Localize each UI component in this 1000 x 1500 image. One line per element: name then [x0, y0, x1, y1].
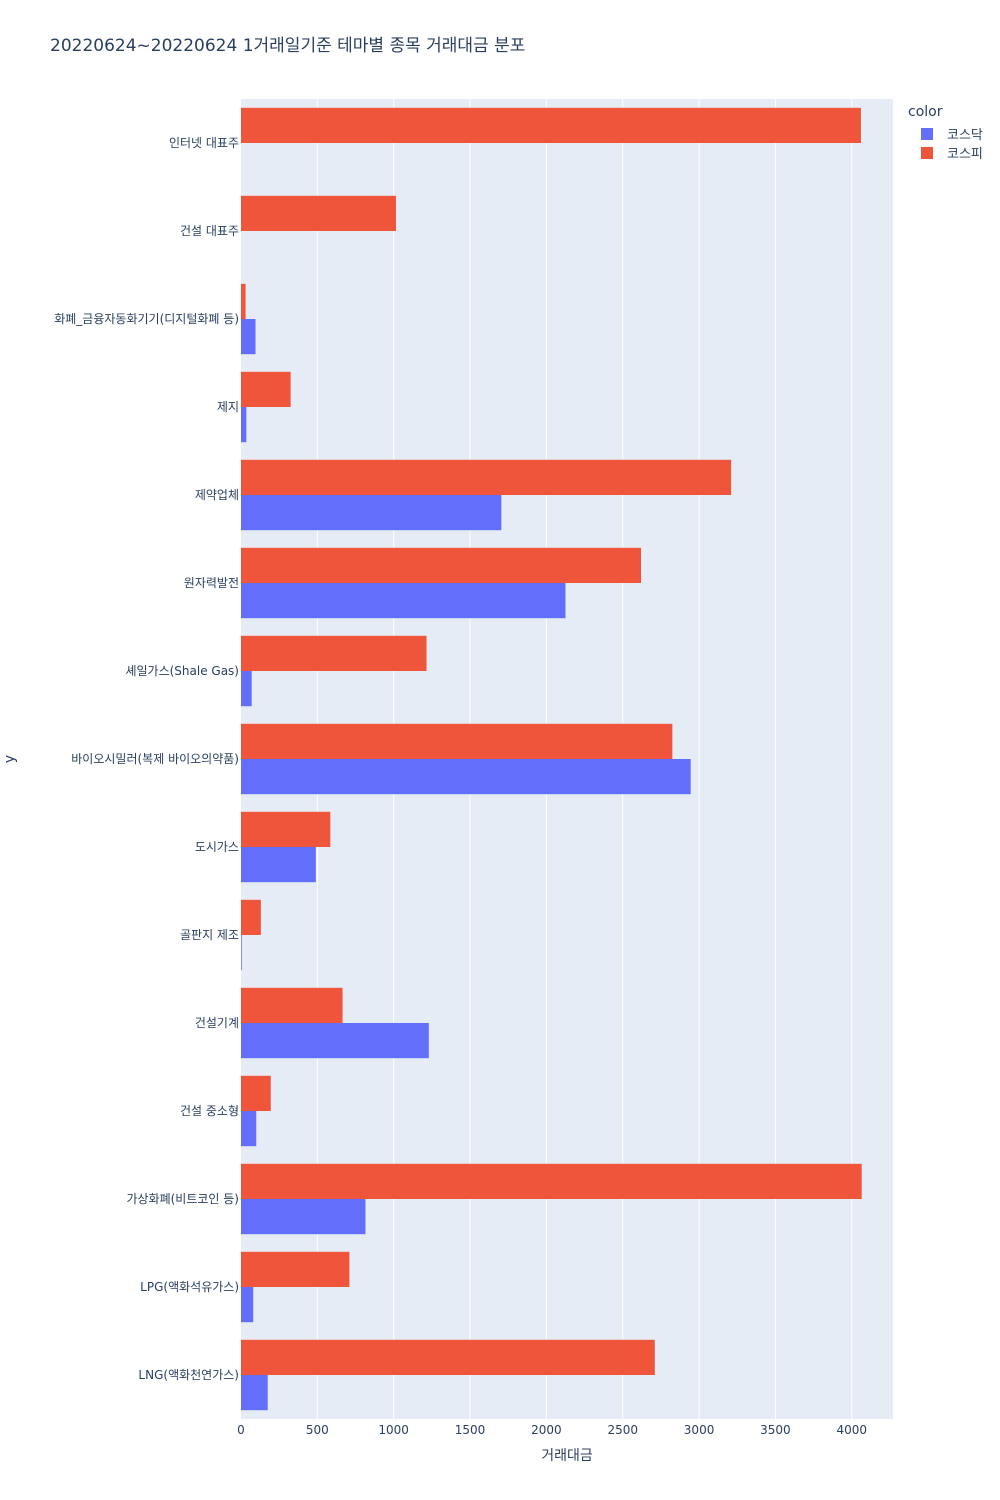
x-tick-label: 4000: [836, 1423, 867, 1437]
y-tick-label: 제약업체: [195, 487, 239, 502]
x-tick-label: 3000: [684, 1423, 715, 1437]
bars: [241, 107, 862, 1411]
bar-kospi[interactable]: [241, 811, 331, 847]
legend-item-kosdaq[interactable]: 코스닥: [908, 124, 983, 143]
bar-kosdaq[interactable]: [241, 495, 502, 531]
chart-title: 20220624~20220624 1거래일기준 테마별 종목 거래대금 분포: [50, 36, 526, 56]
bar-kosdaq[interactable]: [241, 1287, 254, 1323]
x-tick-label: 2000: [531, 1423, 562, 1437]
bar-kospi[interactable]: [241, 1075, 271, 1111]
bar-kospi[interactable]: [241, 195, 396, 231]
bar-kospi[interactable]: [241, 723, 673, 759]
y-tick-label: 인터넷 대표주: [169, 136, 239, 150]
x-tick-label: 1500: [455, 1423, 486, 1437]
x-tick-label: 0: [237, 1423, 245, 1437]
y-tick-label: 건설기계: [195, 1016, 239, 1030]
y-tick-label: 건설 대표주: [180, 224, 239, 238]
y-tick-label: 가상화폐(비트코인 등): [126, 1192, 239, 1206]
bar-kosdaq[interactable]: [241, 1111, 257, 1147]
y-tick-label: 골판지 제조: [180, 928, 239, 942]
legend-swatch-kosdaq: [921, 127, 933, 140]
bar-kospi[interactable]: [241, 547, 642, 583]
y-tick-label: 건설 중소형: [180, 1104, 239, 1118]
x-tick-labels: 0 500 1000 1500 2000 2500 3000 3500 4000: [237, 1423, 867, 1437]
bar-kosdaq[interactable]: [241, 319, 256, 355]
y-tick-label: 바이오시밀러(복제 바이오의약품): [71, 751, 239, 766]
y-tick-label: 화폐_금융자동화기기(디지털화폐 등): [54, 312, 239, 326]
bar-kospi[interactable]: [241, 107, 861, 143]
y-tick-label: 원자력발전: [184, 576, 239, 590]
x-tick-label: 500: [306, 1423, 329, 1437]
y-tick-label: 제지: [217, 400, 239, 414]
y-tick-label: 도시가스: [195, 840, 239, 854]
bar-kosdaq[interactable]: [241, 759, 691, 795]
bar-kospi[interactable]: [241, 459, 732, 495]
bar-kosdaq[interactable]: [241, 671, 252, 707]
y-tick-label: 셰일가스(Shale Gas): [125, 664, 239, 678]
bar-kospi[interactable]: [241, 1339, 655, 1375]
bar-kospi[interactable]: [241, 1163, 862, 1199]
bar-kospi[interactable]: [241, 1251, 350, 1287]
y-axis-title: y: [2, 755, 18, 763]
y-tick-label: LNG(액화천연가스): [138, 1367, 239, 1382]
bar-kospi[interactable]: [241, 371, 291, 407]
x-tick-label: 1000: [378, 1423, 409, 1437]
x-tick-label: 3500: [760, 1423, 791, 1437]
x-axis-title: 거래대금: [541, 1448, 593, 1464]
bar-kosdaq[interactable]: [241, 1375, 268, 1411]
bar-kospi[interactable]: [241, 899, 261, 935]
legend: color 코스닥 코스피: [908, 104, 983, 162]
legend-item-kospi[interactable]: 코스피: [908, 143, 983, 162]
bar-kosdaq[interactable]: [241, 935, 242, 971]
bar-kosdaq[interactable]: [241, 847, 316, 883]
legend-label-kospi: 코스피: [947, 147, 983, 162]
bar-kosdaq[interactable]: [241, 1199, 366, 1235]
bar-kosdaq[interactable]: [241, 583, 566, 619]
bar-kosdaq[interactable]: [241, 1023, 429, 1059]
legend-title: color: [908, 104, 943, 120]
x-tick-label: 2500: [607, 1423, 638, 1437]
bar-kosdaq[interactable]: [241, 407, 247, 443]
legend-swatch-kospi: [921, 146, 933, 159]
bar-kospi[interactable]: [241, 283, 246, 319]
bar-kospi[interactable]: [241, 635, 427, 671]
y-tick-label: LPG(액화석유가스): [140, 1280, 239, 1294]
bar-kospi[interactable]: [241, 987, 343, 1023]
legend-label-kosdaq: 코스닥: [947, 128, 983, 143]
